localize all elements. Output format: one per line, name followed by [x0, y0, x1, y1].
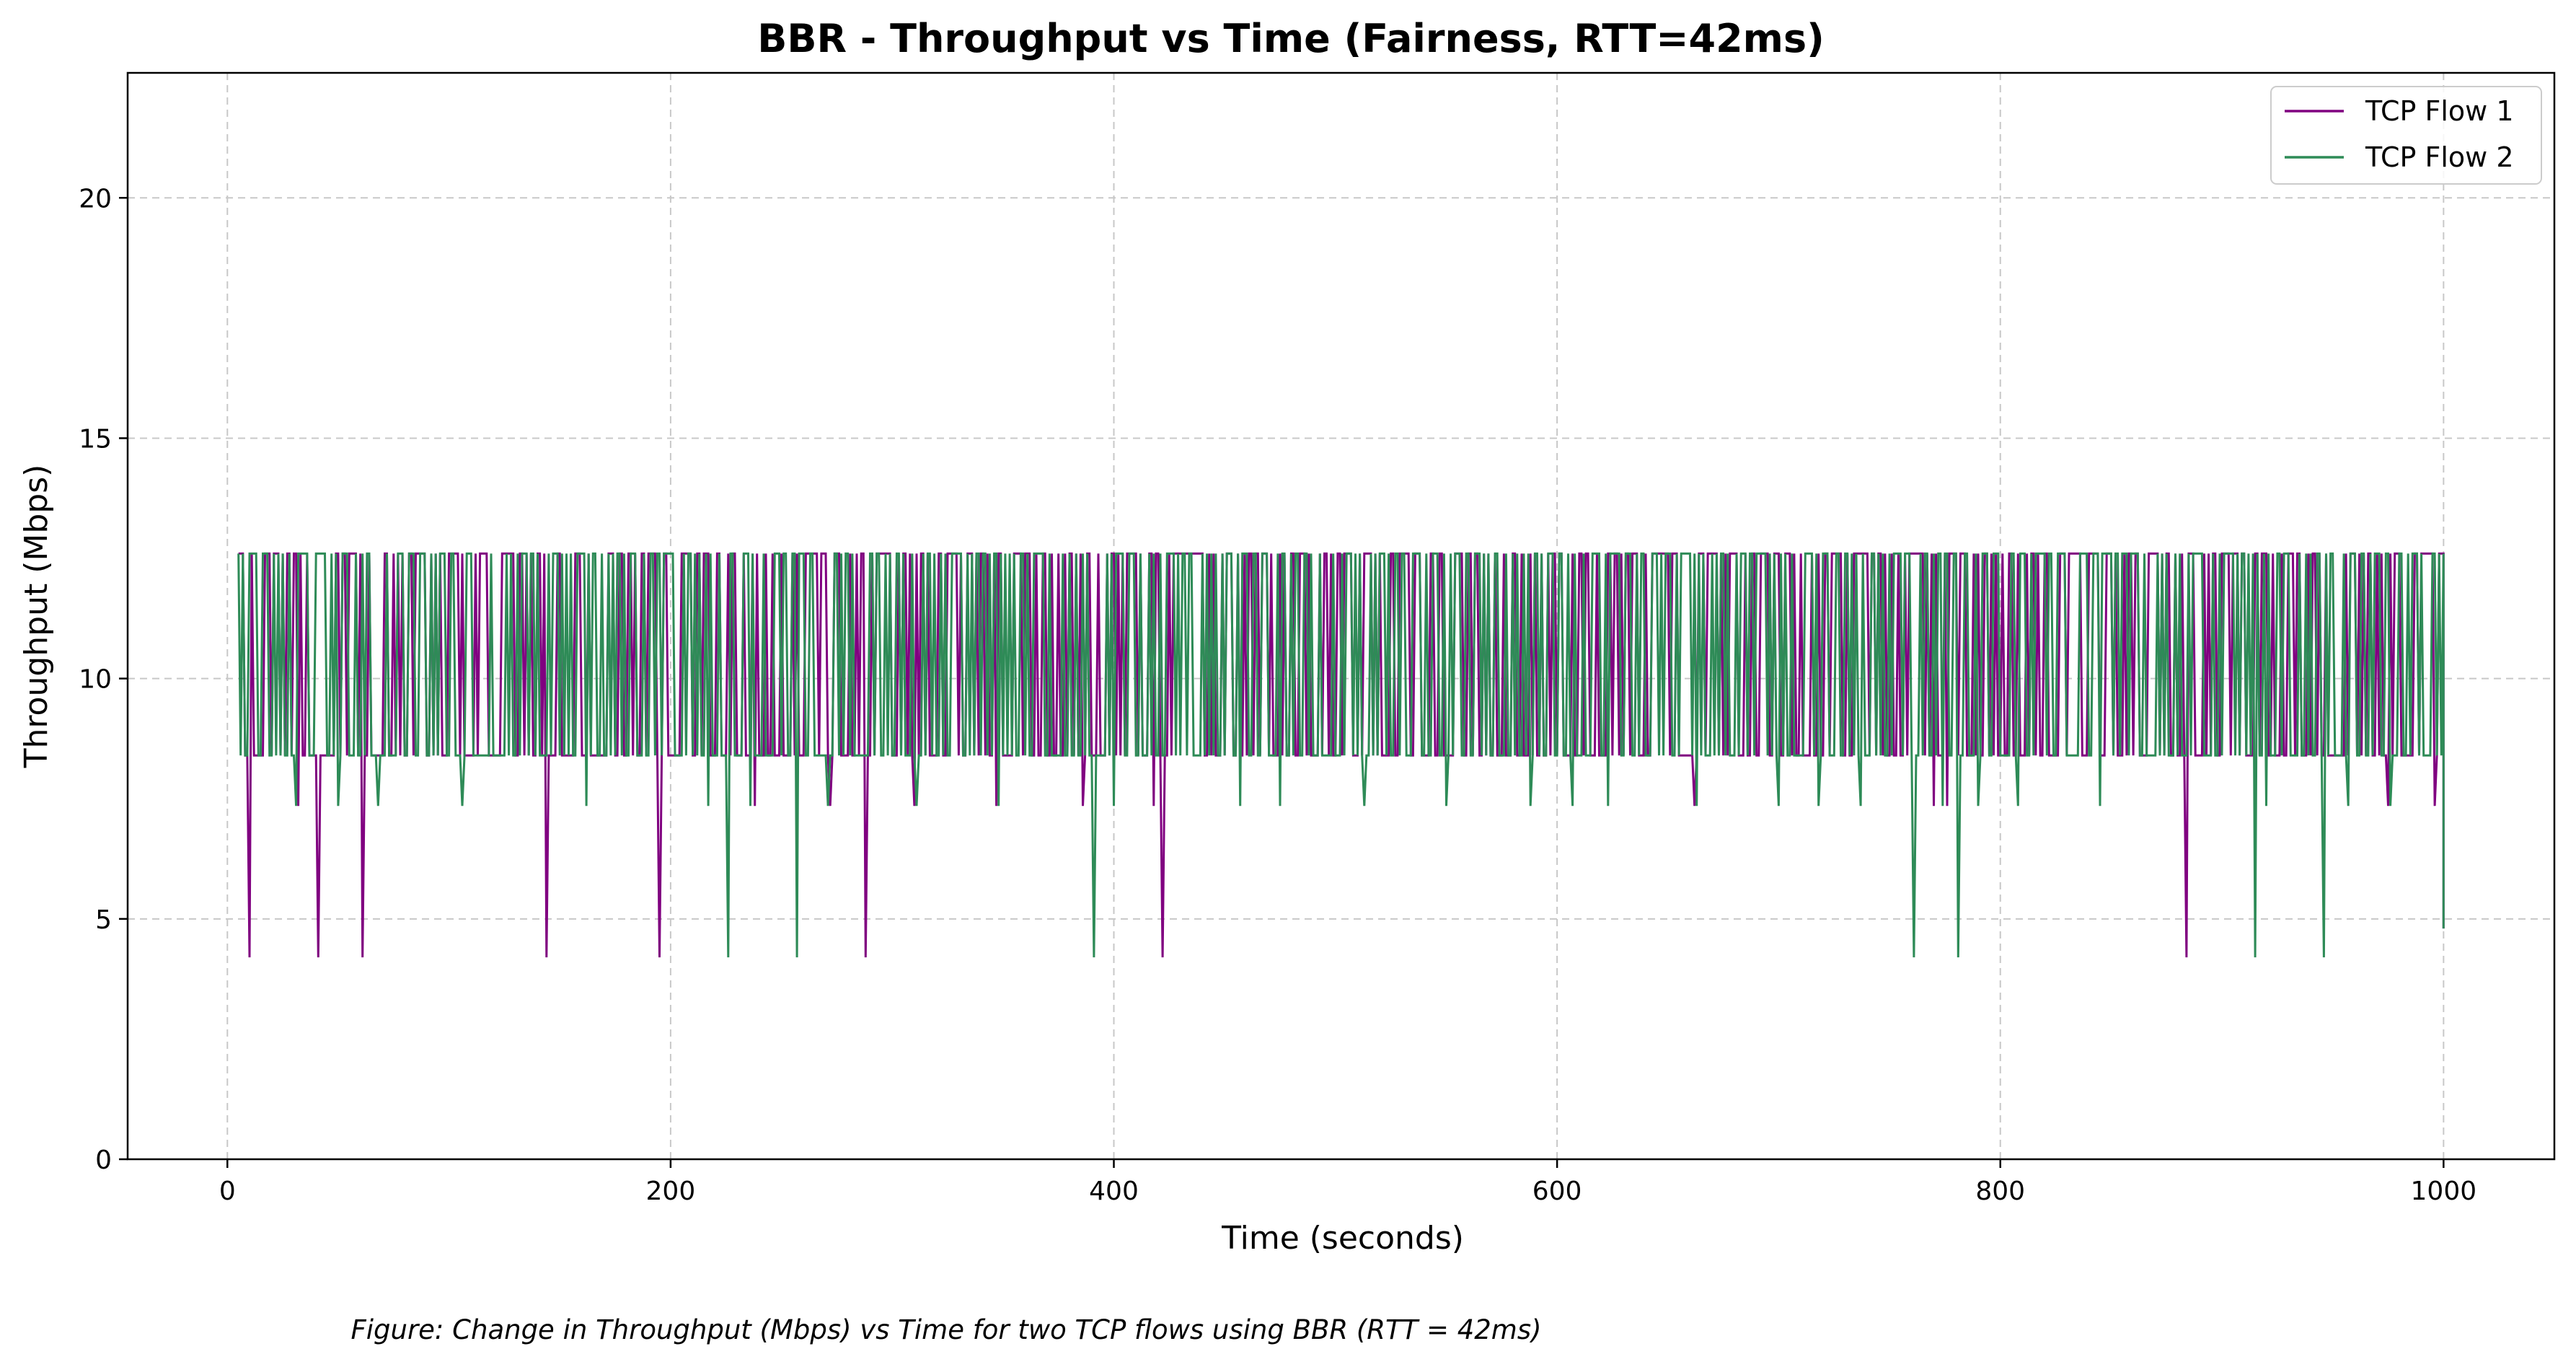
y-tick-label: 0 [95, 1146, 112, 1175]
chart-title: BBR - Throughput vs Time (Fairness, RTT=… [757, 16, 1825, 61]
legend-label-flow-1: TCP Flow 1 [2365, 95, 2514, 127]
x-tick-label: 600 [1532, 1177, 1582, 1206]
x-tick-label: 0 [219, 1177, 236, 1206]
x-tick-label: 1000 [2411, 1177, 2477, 1206]
y-tick-label: 10 [79, 665, 112, 695]
plot-frame [126, 71, 2556, 1161]
y-tick-label: 20 [79, 184, 112, 214]
figure-caption: Figure: Change in Throughput (Mbps) vs T… [350, 1314, 1541, 1345]
y-axis-label: Throughput (Mbps) [18, 465, 55, 769]
x-tick-label: 800 [1975, 1177, 2025, 1206]
x-tick-label: 200 [646, 1177, 696, 1206]
y-tick-label: 5 [95, 905, 112, 935]
x-axis-ticks: 0 200 400 600 800 1000 [219, 1159, 2476, 1206]
legend: TCP Flow 1 TCP Flow 2 [2270, 86, 2542, 185]
y-axis-ticks: 0 5 10 15 20 [79, 184, 128, 1175]
y-tick-label: 15 [79, 424, 112, 454]
series-layer [237, 552, 2445, 958]
x-tick-label: 400 [1089, 1177, 1139, 1206]
series-line-tcp-flow-2 [237, 552, 2445, 958]
legend-label-flow-2: TCP Flow 2 [2365, 141, 2514, 173]
x-axis-label: Time (seconds) [1221, 1220, 1464, 1257]
